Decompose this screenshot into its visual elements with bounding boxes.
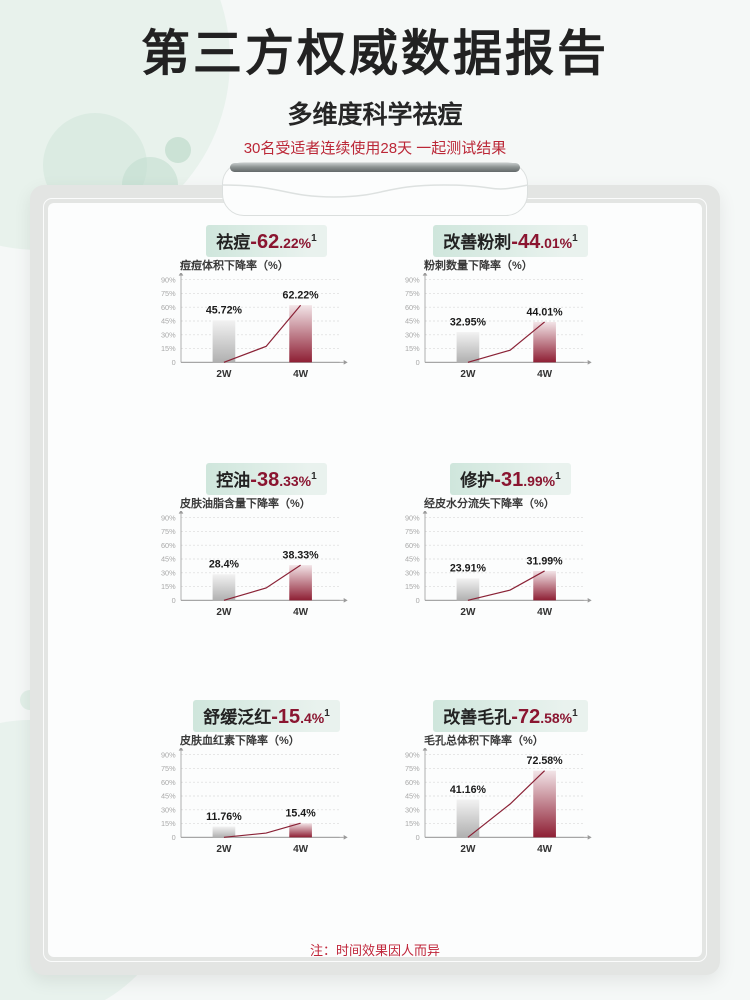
svg-text:0: 0	[416, 596, 420, 605]
svg-text:28.4%: 28.4%	[209, 558, 240, 570]
svg-text:60%: 60%	[161, 303, 176, 312]
svg-text:30%: 30%	[161, 568, 176, 577]
svg-text:2W: 2W	[460, 607, 476, 618]
svg-text:90%: 90%	[405, 751, 420, 760]
svg-text:45%: 45%	[405, 554, 420, 563]
svg-text:75%: 75%	[405, 527, 420, 536]
svg-text:4W: 4W	[537, 607, 553, 618]
svg-text:23.91%: 23.91%	[450, 562, 487, 574]
svg-text:15%: 15%	[161, 582, 176, 591]
svg-text:60%: 60%	[161, 541, 176, 550]
svg-text:62.22%: 62.22%	[283, 290, 320, 302]
svg-text:30%: 30%	[161, 806, 176, 815]
svg-text:2W: 2W	[216, 607, 232, 618]
svg-text:15%: 15%	[161, 820, 176, 829]
svg-text:4W: 4W	[537, 369, 553, 380]
svg-text:75%: 75%	[405, 764, 420, 773]
svg-text:75%: 75%	[161, 764, 176, 773]
svg-text:15%: 15%	[405, 582, 420, 591]
svg-text:31.99%: 31.99%	[527, 555, 564, 567]
svg-text:45%: 45%	[405, 317, 420, 326]
svg-text:0: 0	[416, 358, 420, 367]
svg-text:75%: 75%	[161, 289, 176, 298]
svg-text:44.01%: 44.01%	[527, 306, 564, 318]
svg-text:72.58%: 72.58%	[527, 755, 564, 767]
svg-text:45%: 45%	[161, 554, 176, 563]
svg-text:45%: 45%	[161, 317, 176, 326]
svg-text:15.4%: 15.4%	[285, 808, 316, 820]
svg-text:45%: 45%	[161, 792, 176, 801]
svg-text:60%: 60%	[161, 778, 176, 787]
svg-text:60%: 60%	[405, 541, 420, 550]
svg-text:15%: 15%	[405, 344, 420, 353]
svg-text:2W: 2W	[216, 369, 232, 380]
svg-text:30%: 30%	[405, 330, 420, 339]
svg-text:15%: 15%	[405, 820, 420, 829]
svg-text:75%: 75%	[161, 527, 176, 536]
svg-text:45.72%: 45.72%	[206, 305, 243, 317]
svg-text:90%: 90%	[161, 275, 176, 284]
svg-text:75%: 75%	[405, 289, 420, 298]
svg-text:2W: 2W	[460, 369, 476, 380]
svg-text:60%: 60%	[405, 303, 420, 312]
svg-text:30%: 30%	[161, 330, 176, 339]
svg-text:15%: 15%	[161, 344, 176, 353]
svg-text:4W: 4W	[293, 607, 309, 618]
svg-text:0: 0	[172, 833, 176, 842]
svg-text:90%: 90%	[405, 513, 420, 522]
svg-text:41.16%: 41.16%	[450, 784, 487, 796]
svg-text:30%: 30%	[405, 568, 420, 577]
svg-text:2W: 2W	[460, 844, 476, 855]
svg-text:2W: 2W	[216, 844, 232, 855]
svg-text:38.33%: 38.33%	[283, 549, 320, 561]
svg-text:45%: 45%	[405, 792, 420, 801]
svg-text:30%: 30%	[405, 806, 420, 815]
svg-text:0: 0	[172, 596, 176, 605]
svg-text:0: 0	[172, 358, 176, 367]
svg-text:4W: 4W	[293, 844, 309, 855]
svg-text:90%: 90%	[161, 513, 176, 522]
svg-text:60%: 60%	[405, 778, 420, 787]
svg-text:11.76%: 11.76%	[206, 811, 242, 823]
svg-text:4W: 4W	[537, 844, 553, 855]
svg-text:90%: 90%	[161, 751, 176, 760]
svg-text:90%: 90%	[405, 275, 420, 284]
svg-text:4W: 4W	[293, 369, 309, 380]
svg-text:0: 0	[416, 833, 420, 842]
svg-text:32.95%: 32.95%	[450, 316, 487, 328]
